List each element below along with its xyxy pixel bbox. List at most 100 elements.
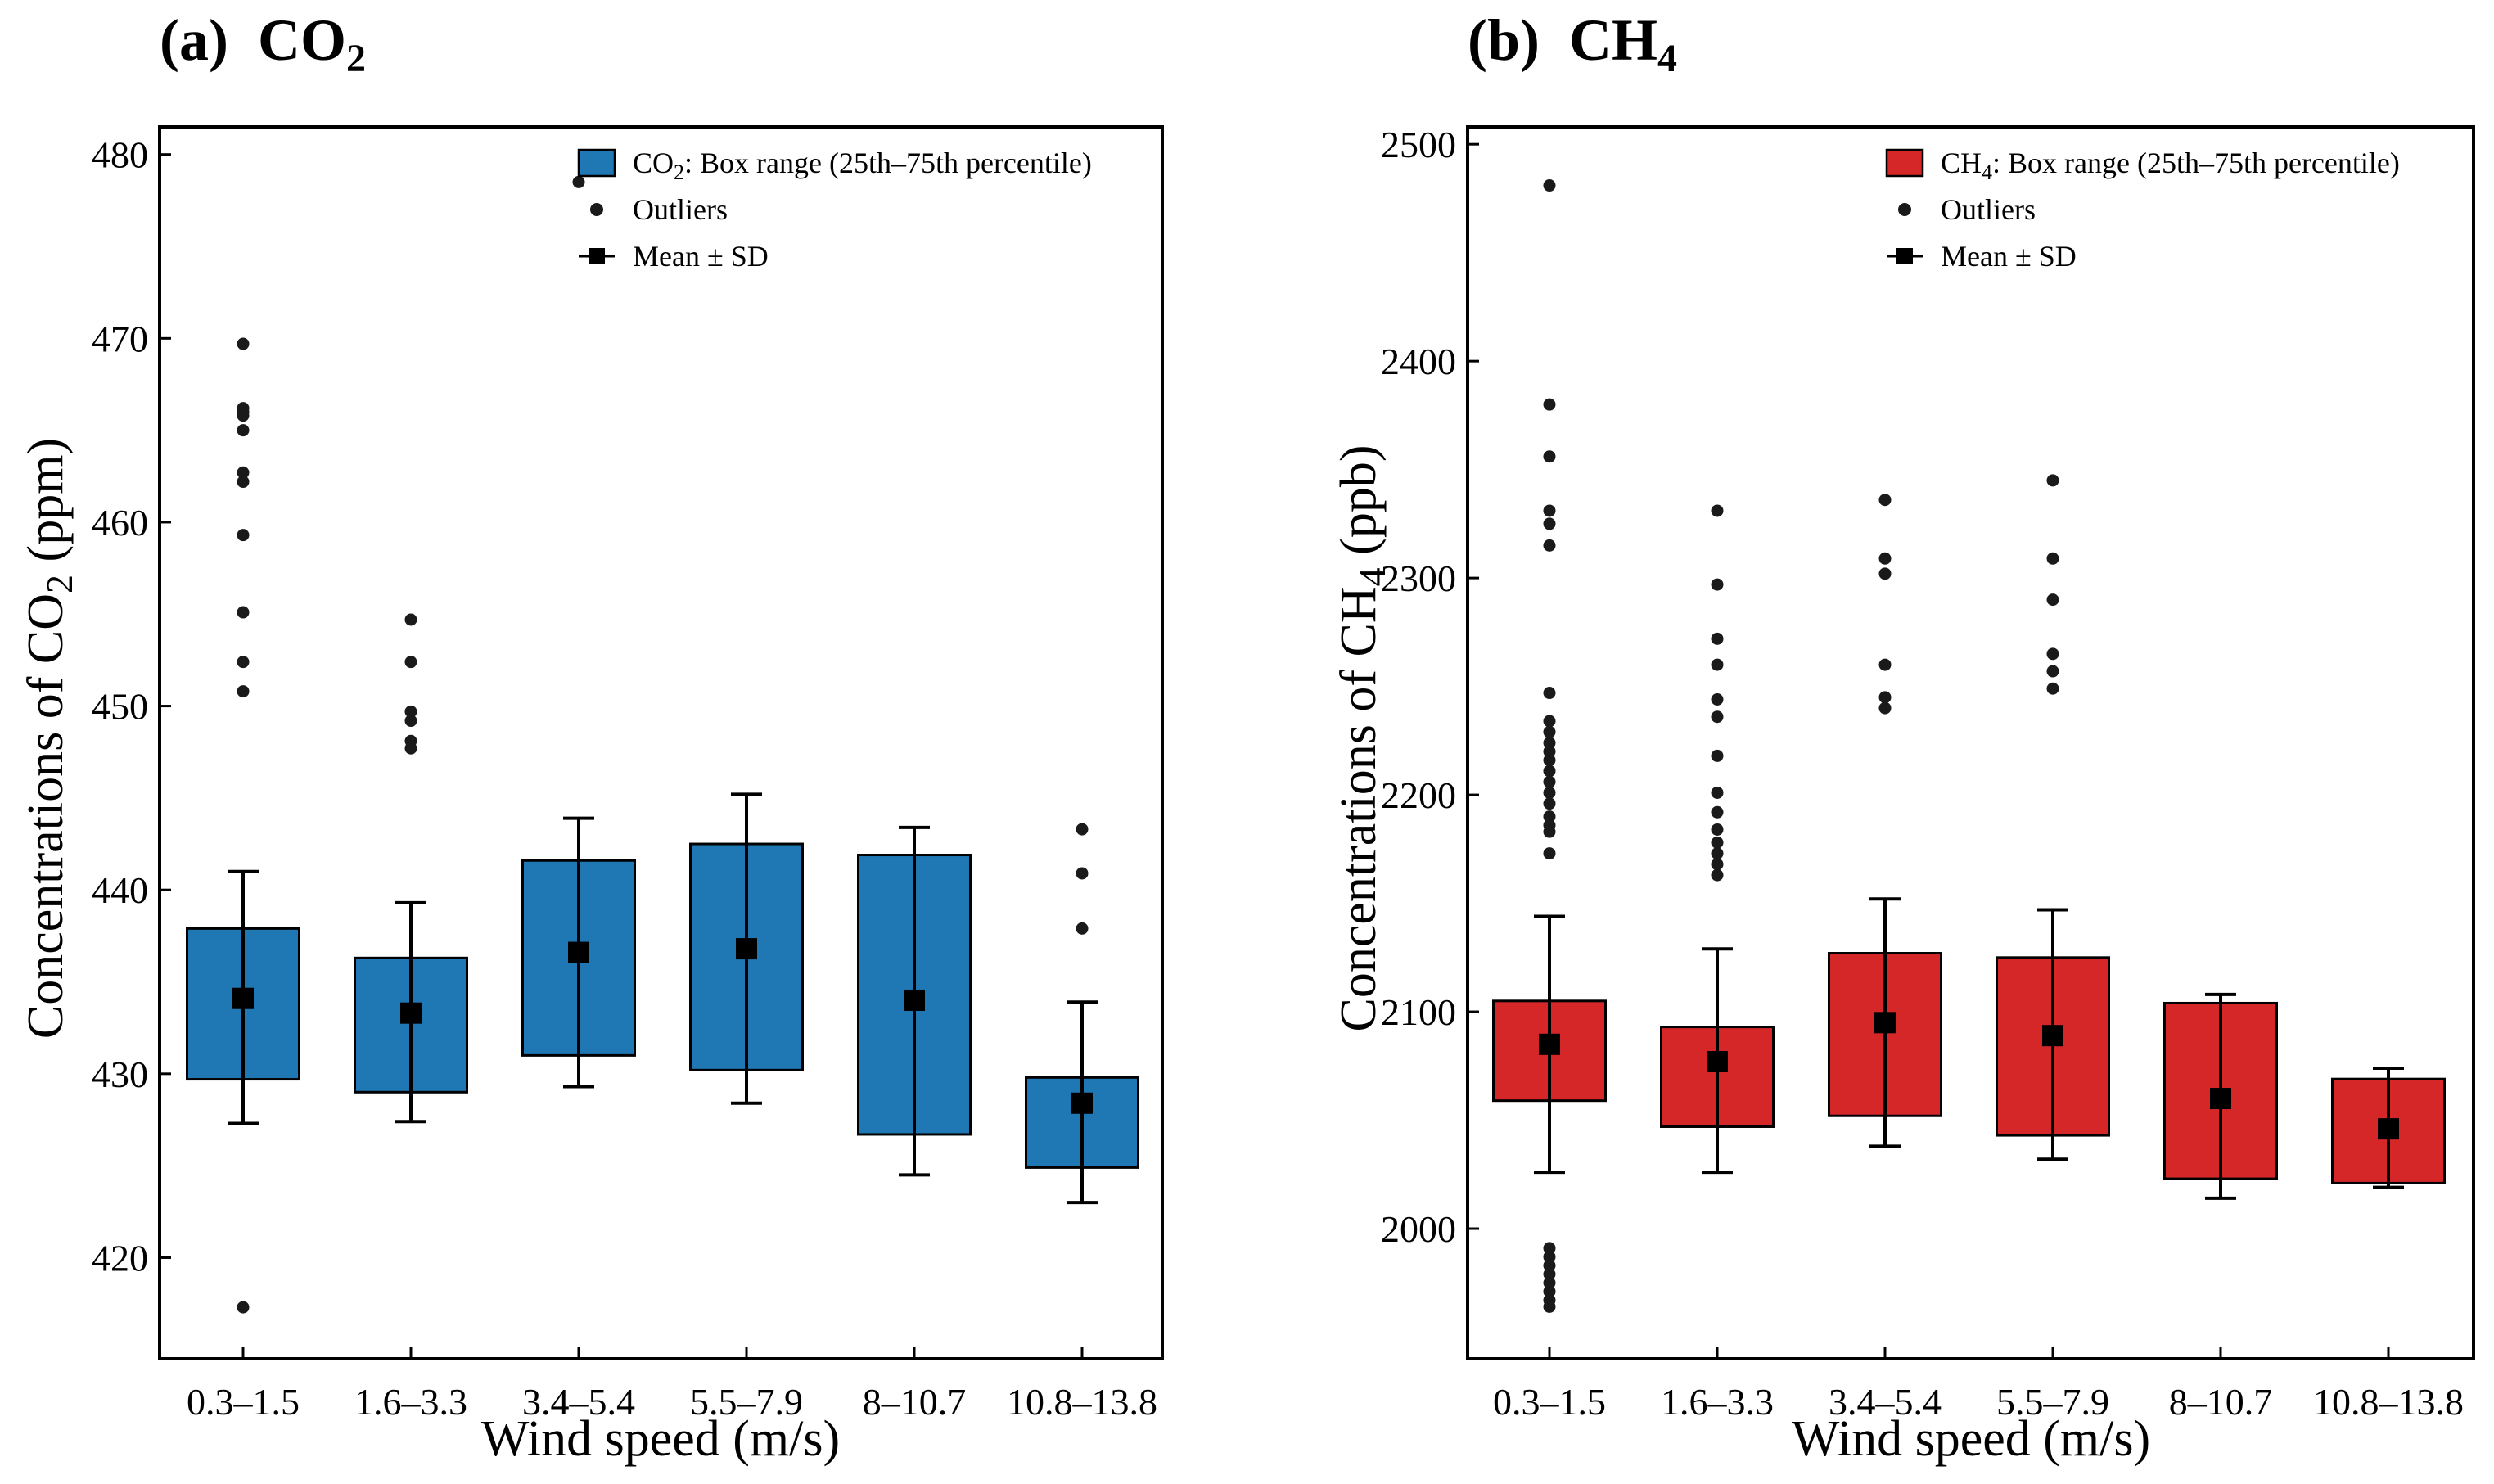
- legend-mean-label: Mean ± SD: [633, 240, 769, 273]
- outlier-point: [1543, 1300, 1556, 1313]
- legend-box-swatch: [1885, 148, 1924, 178]
- legend-outlier-label: Outliers: [1941, 193, 2036, 226]
- outlier-point: [1543, 539, 1556, 552]
- outlier-point: [404, 742, 417, 755]
- mean-marker: [400, 1002, 422, 1024]
- outlier-point: [1878, 658, 1892, 671]
- outlier-point: [1711, 836, 1724, 849]
- outlier-point: [1711, 847, 1724, 860]
- outlier-point: [1711, 823, 1724, 836]
- outlier-point: [404, 715, 417, 728]
- y-tick-label: 470: [92, 318, 148, 359]
- outlier-point: [1543, 1285, 1556, 1298]
- outlier-point: [237, 529, 250, 542]
- outlier-point: [1711, 749, 1724, 762]
- panel-a-plot-frame: [158, 125, 1164, 1360]
- outlier-point: [1543, 1250, 1556, 1263]
- outlier-point: [1711, 710, 1724, 724]
- outlier-point: [1543, 687, 1556, 700]
- outlier-point: [1543, 847, 1556, 860]
- legend-mean-label: Mean ± SD: [1941, 240, 2077, 273]
- outlier-point: [1711, 786, 1724, 799]
- x-tick-label: 5.5–7.9: [690, 1381, 803, 1423]
- outlier-point: [1543, 775, 1556, 788]
- legend-mean-marker: [589, 248, 605, 264]
- y-tick-label: 2500: [1381, 124, 1456, 165]
- mean-marker: [2210, 1088, 2231, 1110]
- outlier-point: [1711, 858, 1724, 871]
- outlier-point: [1711, 578, 1724, 591]
- y-tick-label: 420: [92, 1237, 148, 1279]
- legend-outlier-label: Outliers: [633, 193, 728, 226]
- outlier-point: [237, 337, 250, 350]
- y-tick-label: 2200: [1381, 774, 1456, 816]
- mean-marker: [2378, 1118, 2399, 1140]
- y-tick-label: 450: [92, 686, 148, 728]
- outlier-point: [1543, 1276, 1556, 1289]
- mean-marker: [232, 987, 254, 1009]
- outlier-point: [1878, 494, 1892, 507]
- x-tick-label: 3.4–5.4: [522, 1381, 635, 1423]
- outlier-point: [1711, 658, 1724, 671]
- outlier-point: [1543, 754, 1556, 767]
- x-tick-label: 5.5–7.9: [1996, 1381, 2109, 1423]
- legend-box-swatch: [577, 148, 616, 178]
- x-tick-label: 10.8–13.8: [2313, 1381, 2464, 1423]
- legend-box-label: CH4: Box range (25th–75th percentile): [1941, 147, 2400, 184]
- panel-a-title: (a) CO2: [160, 7, 366, 80]
- outlier-point: [1878, 691, 1892, 704]
- mean-marker: [1071, 1092, 1093, 1114]
- outlier-point: [2046, 665, 2059, 678]
- outlier-point: [237, 1301, 250, 1314]
- outlier-point: [404, 656, 417, 669]
- panel-a-plot-area: 420 430 440 450 460 470 480 0.3–1.5 1.6–3.3 3.4–5…: [92, 134, 1157, 1423]
- outlier-point: [1878, 567, 1892, 580]
- legend-mean-marker: [1896, 248, 1913, 264]
- outlier-point: [1543, 1259, 1556, 1272]
- outlier-point: [1543, 810, 1556, 823]
- outlier-point: [572, 175, 585, 188]
- panel-b-title: (b) CH4: [1468, 7, 1677, 80]
- outlier-point: [237, 466, 250, 479]
- outlier-point: [1076, 922, 1089, 935]
- panel-b-legend: CH4: Box range (25th–75th percentile) Ou…: [1885, 147, 2400, 273]
- outlier-point: [1878, 552, 1892, 565]
- outlier-point: [1543, 825, 1556, 838]
- outlier-point: [1543, 737, 1556, 749]
- panel-a-legend: CO2: Box range (25th–75th percentile) Ou…: [577, 147, 1092, 273]
- x-tick-label: 1.6–3.3: [354, 1381, 467, 1423]
- y-tick-label: 2000: [1381, 1208, 1456, 1250]
- y-tick-label: 440: [92, 869, 148, 911]
- x-tick-label: 8–10.7: [2169, 1381, 2273, 1423]
- outlier-point: [1543, 504, 1556, 517]
- y-tick-label: 430: [92, 1053, 148, 1095]
- outlier-point: [237, 476, 250, 489]
- outlier-point: [2046, 593, 2059, 607]
- panel-b-x-axis-label: Wind speed (m/s): [1792, 1411, 2150, 1467]
- outlier-point: [1543, 450, 1556, 463]
- mean-marker: [1874, 1012, 1896, 1034]
- legend-box-label: CO2: Box range (25th–75th percentile): [633, 147, 1092, 184]
- outlier-point: [2046, 682, 2059, 695]
- outlier-point: [237, 685, 250, 698]
- outlier-point: [1711, 632, 1724, 645]
- outlier-point: [1543, 725, 1556, 738]
- outlier-point: [1543, 1242, 1556, 1255]
- outlier-point: [1543, 765, 1556, 778]
- legend-outlier-marker: [590, 203, 603, 216]
- outlier-point: [1076, 867, 1089, 880]
- outlier-point: [2046, 552, 2059, 565]
- mean-marker: [736, 938, 757, 960]
- outlier-point: [1543, 797, 1556, 810]
- outlier-point: [1543, 398, 1556, 411]
- mean-marker: [2042, 1025, 2063, 1047]
- panel-b-plot-frame: [1466, 125, 2475, 1360]
- y-tick-label: 2300: [1381, 557, 1456, 599]
- outlier-point: [404, 613, 417, 626]
- mean-marker: [1539, 1033, 1560, 1055]
- legend-outlier-marker: [1898, 203, 1911, 216]
- panel-a-co2: (a) CO2 420 430 440 450 460 470 480 0.3–1.5 1.6–3…: [18, 7, 1164, 1467]
- panel-a-y-axis-label: Concentrations of CO2 (ppm): [18, 438, 80, 1039]
- panel-b-y-axis-label: Concentrations of CH4 (ppb): [1331, 445, 1393, 1032]
